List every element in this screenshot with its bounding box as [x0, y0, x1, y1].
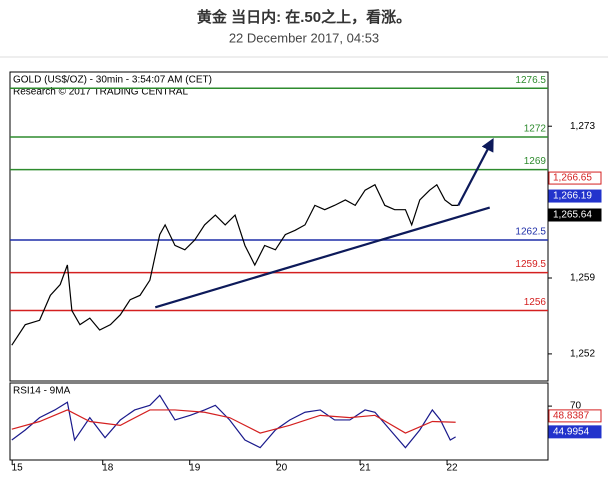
x-tick-label: 22: [446, 463, 458, 474]
main-frame: [9, 71, 549, 382]
price-tag: [548, 425, 602, 439]
price-tag: [548, 409, 602, 423]
x-tick-label: 19: [189, 463, 201, 474]
price-tag: [548, 208, 602, 222]
x-tick-label: 20: [276, 463, 288, 474]
price-tag: [548, 189, 602, 203]
forecast-arrow: [457, 137, 494, 206]
price-tag-label: 1,265.64: [553, 210, 592, 221]
price-tag-label: 1,266.65: [553, 173, 592, 184]
rsi-frame: [9, 382, 549, 461]
trend-line: [154, 206, 491, 309]
x-tick-label: 15: [12, 463, 24, 474]
page-title: 黄金 当日内: 在.50之上，看涨。: [197, 8, 411, 26]
series-line: [11, 394, 456, 449]
y-tick-label: 1,273: [570, 121, 595, 132]
chart-subtitle: Research © 2017 TRADING CENTRAL: [13, 87, 188, 98]
level-label: 1276.5: [515, 75, 546, 86]
x-tick-label: 18: [102, 463, 114, 474]
x-tick-label: 21: [360, 463, 372, 474]
level-label: 1259.5: [515, 259, 546, 270]
y-tick-label: 1,252: [570, 349, 595, 360]
price-tag-label: 48.8387: [553, 411, 590, 422]
page-subtitle: 22 December 2017, 04:53: [229, 30, 379, 45]
level-label: 1272: [524, 124, 547, 135]
y-tick-label: 1,259: [570, 273, 595, 284]
rsi-title: RSI14 - 9MA: [13, 386, 71, 397]
series-line: [11, 409, 456, 434]
chart-title: GOLD (US$/OZ) - 30min - 3:54:07 AM (CET): [13, 75, 212, 86]
series-line: [11, 183, 459, 346]
y-tick-label: 70: [570, 401, 582, 412]
price-tag: [548, 171, 602, 185]
level-label: 1269: [524, 156, 547, 167]
level-label: 1256: [524, 297, 547, 308]
level-label: 1262.5: [515, 227, 546, 238]
price-tag-label: 44.9954: [553, 426, 590, 437]
price-tag-label: 1,266.19: [553, 191, 592, 202]
